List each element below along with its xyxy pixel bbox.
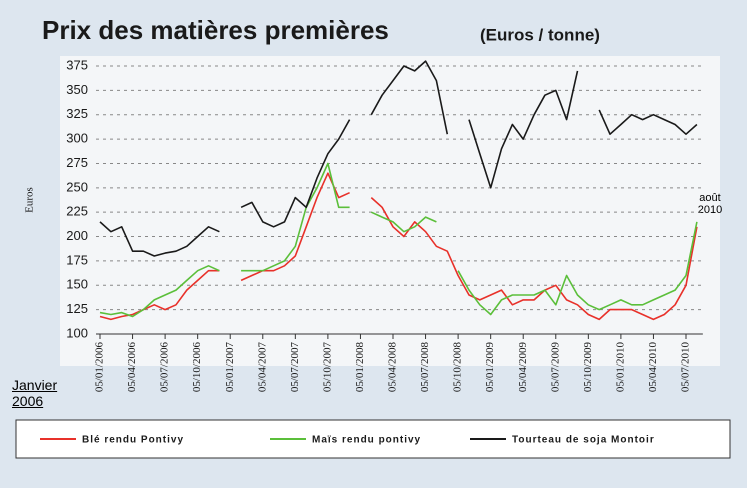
x-tick-label: 05/01/2007	[224, 342, 236, 393]
y-tick-label: 125	[66, 301, 88, 316]
series-line	[468, 70, 579, 189]
legend-label: Blé rendu Pontivy	[82, 435, 184, 446]
y-tick-label: 350	[66, 82, 88, 97]
y-tick-label: 325	[66, 106, 88, 121]
plot-area	[60, 56, 720, 366]
annotation: août 2010	[697, 192, 723, 216]
series-line	[99, 221, 220, 257]
y-tick-label: 375	[66, 57, 88, 72]
annotation-box: août 2010	[697, 192, 723, 216]
y-tick-label: 150	[66, 277, 88, 292]
series-line	[370, 211, 437, 233]
series-line	[457, 221, 698, 316]
y-axis-label: Euros	[24, 187, 36, 213]
series-line	[241, 162, 350, 272]
y-tick-label: 175	[66, 252, 88, 267]
series-line	[99, 265, 220, 318]
x-tick-label: 05/04/2008	[387, 342, 399, 393]
x-tick-label: 05/04/2009	[517, 342, 529, 393]
y-tick-label: 200	[66, 228, 88, 243]
x-tick-label: 05/07/2010	[680, 342, 692, 393]
x-tick-label: 05/01/2010	[614, 342, 626, 393]
x-tick-label: 05/04/2007	[256, 342, 268, 393]
x-tick-label: 05/07/2009	[549, 342, 561, 393]
series-line	[370, 60, 449, 135]
series-line	[370, 197, 698, 321]
annotation-box: Janvier 2006	[12, 377, 58, 409]
legend-label: Tourteau de soja Montoir	[512, 435, 655, 446]
legend-label: Maïs rendu pontivy	[312, 435, 421, 446]
x-tick-label: 05/01/2009	[484, 342, 496, 393]
y-tick-label: 300	[66, 131, 88, 146]
y-tick-label: 225	[66, 204, 88, 219]
chart-title: Prix des matières premières	[42, 15, 389, 45]
chart-subtitle: (Euros / tonne)	[480, 25, 600, 44]
annotation: Janvier 2006	[12, 377, 58, 409]
x-tick-label: 05/01/2008	[354, 342, 366, 393]
x-tick-label: 05/07/2006	[159, 342, 171, 393]
x-tick-label: 05/10/2006	[191, 342, 203, 393]
y-tick-label: 100	[66, 325, 88, 340]
y-tick-label: 250	[66, 179, 88, 194]
x-tick-label: 05/10/2009	[582, 342, 594, 393]
legend-box	[15, 419, 731, 459]
x-tick-label: 05/04/2010	[647, 342, 659, 393]
x-tick-label: 05/01/2006	[94, 342, 106, 393]
x-tick-label: 05/07/2007	[289, 342, 301, 393]
x-tick-label: 05/04/2006	[126, 342, 138, 393]
x-tick-label: 05/10/2007	[321, 342, 333, 393]
series-line	[240, 119, 351, 228]
x-tick-label: 05/07/2008	[419, 342, 431, 393]
series-line	[99, 269, 220, 321]
y-tick-label: 275	[66, 155, 88, 170]
series-line	[598, 109, 698, 135]
x-tick-label: 05/10/2008	[452, 342, 464, 393]
